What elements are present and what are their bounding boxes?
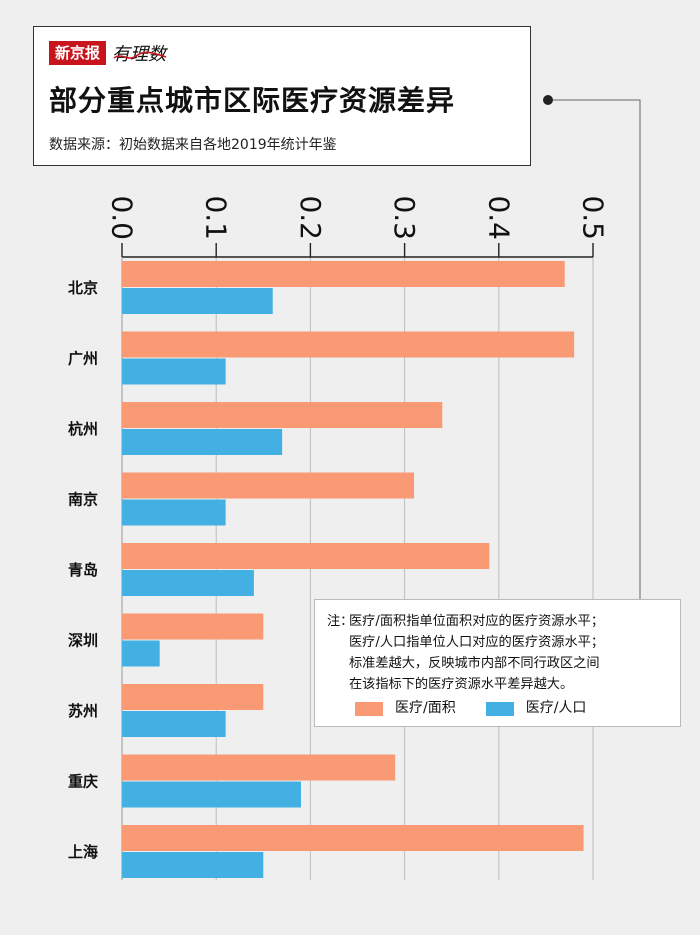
note-text: 医疗/面积指单位面积对应的医疗资源水平； 医疗/人口指单位人口对应的医疗资源水平… xyxy=(349,611,604,695)
note-prefix: 注： xyxy=(327,614,354,629)
bar-area xyxy=(122,472,415,499)
connector-line xyxy=(543,95,641,599)
bar-population xyxy=(122,640,160,667)
bar-population xyxy=(122,570,254,596)
bar-area xyxy=(122,261,565,287)
x-tick-label: 0.4 xyxy=(482,195,515,240)
bar-population xyxy=(122,358,226,385)
legend-swatch-population xyxy=(485,701,514,716)
bar-area xyxy=(122,613,264,640)
legend-item-area: 医疗/面积 xyxy=(355,698,456,719)
note-box: 注： 医疗/面积指单位面积对应的医疗资源水平； 医疗/人口指单位人口对应的医疗资… xyxy=(314,599,681,727)
bar-area xyxy=(122,331,575,358)
x-tick-label: 0.0 xyxy=(106,195,139,240)
bar-population xyxy=(122,781,301,808)
bar-population xyxy=(122,429,283,455)
x-tick-label: 0.3 xyxy=(388,195,421,240)
category-label: 北京 xyxy=(68,279,98,297)
legend-label-area: 医疗/面积 xyxy=(395,700,456,716)
note-line: 医疗/人口指单位人口对应的医疗资源水平； xyxy=(349,635,605,650)
brand-sub: 有理数 xyxy=(112,40,167,66)
bar-area xyxy=(122,684,264,710)
connector-dot xyxy=(543,95,553,105)
legend-item-population: 医疗/人口 xyxy=(485,698,587,719)
page-title: 部分重点城市区际医疗资源差异 xyxy=(49,84,456,117)
x-tick-label: 0.5 xyxy=(577,195,610,240)
data-source: 数据来源：初始数据来自各地2019年统计年鉴 xyxy=(49,137,337,153)
category-label: 深圳 xyxy=(68,632,98,650)
bar-area xyxy=(122,543,490,569)
bar-population xyxy=(122,711,226,737)
category-label: 苏州 xyxy=(68,702,98,720)
category-label: 青岛 xyxy=(68,561,98,579)
bar-population xyxy=(122,499,226,526)
legend-swatch-area xyxy=(355,701,383,716)
category-label: 上海 xyxy=(68,843,98,861)
category-label: 杭州 xyxy=(68,420,98,438)
bar-population xyxy=(122,852,264,878)
category-label: 重庆 xyxy=(68,773,98,791)
category-label: 南京 xyxy=(68,491,98,509)
brand-logo: 新京报 有理数 xyxy=(49,40,167,66)
note-line: 医疗/面积指单位面积对应的医疗资源水平； xyxy=(349,614,605,629)
legend-label-population: 医疗/人口 xyxy=(525,700,587,716)
bar-population xyxy=(122,288,273,314)
header-box: 新京报 有理数 部分重点城市区际医疗资源差异 数据来源：初始数据来自各地2019… xyxy=(33,26,531,166)
brand-name: 新京报 xyxy=(49,41,107,65)
note-line: 标准差越大，反映城市内部不同行政区之间 xyxy=(349,656,600,671)
chart-bars xyxy=(122,261,584,878)
x-tick-label: 0.2 xyxy=(294,195,327,240)
bar-area xyxy=(122,825,584,851)
category-label: 广州 xyxy=(68,350,98,368)
note-line: 在该指标下的医疗资源水平差异越大。 xyxy=(349,677,574,692)
connector-path xyxy=(553,99,641,599)
chart-legend: 医疗/面积 医疗/人口 xyxy=(355,698,616,719)
bar-area xyxy=(122,402,443,428)
x-tick-label: 0.1 xyxy=(200,195,233,240)
bar-area xyxy=(122,754,396,781)
squiggle-icon xyxy=(113,51,167,59)
